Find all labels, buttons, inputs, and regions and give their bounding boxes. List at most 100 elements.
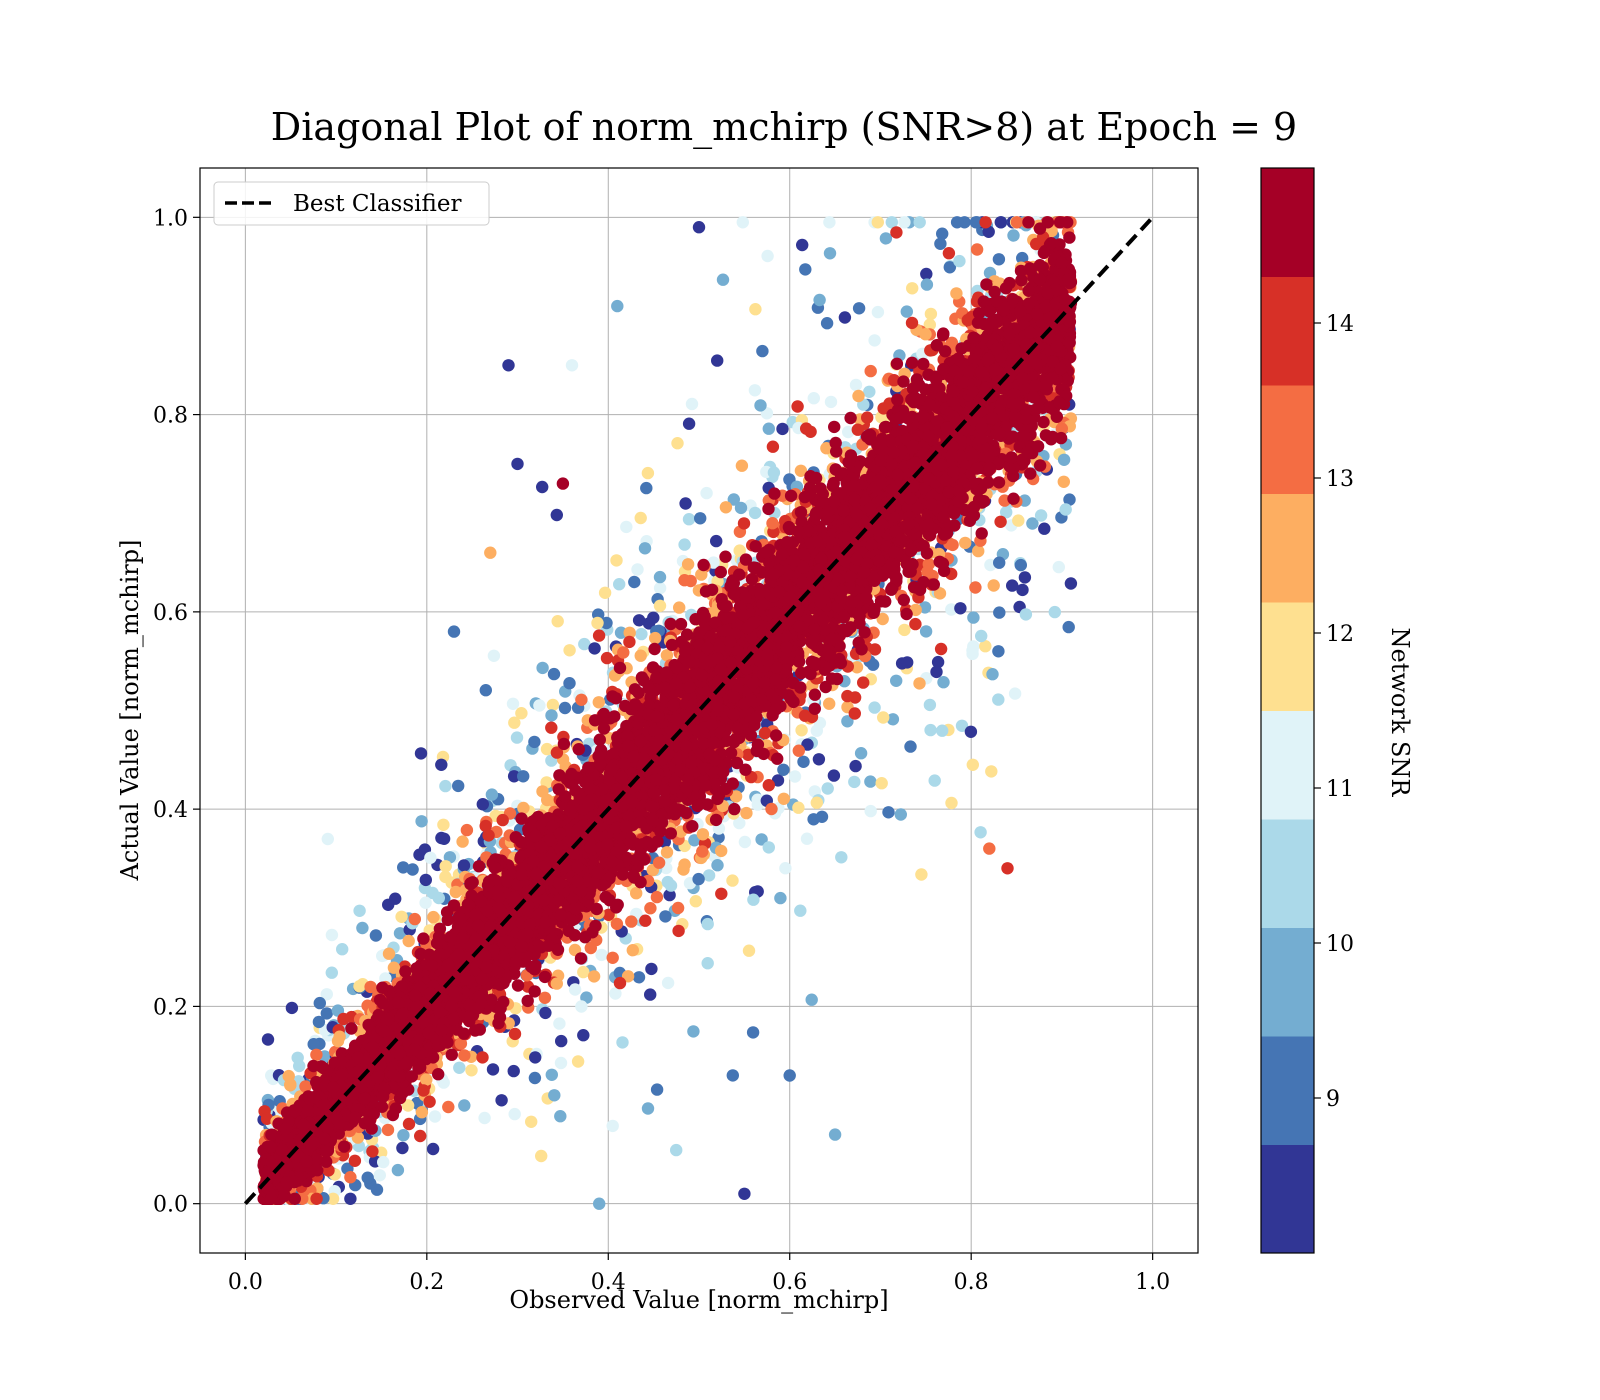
scatter-point	[496, 813, 509, 827]
scatter-point	[361, 1171, 374, 1184]
scatter-point	[600, 616, 613, 630]
scatter-point	[617, 646, 630, 659]
scatter-point	[1026, 517, 1039, 530]
scatter-point	[325, 928, 339, 942]
scatter-point	[644, 902, 657, 915]
scatter-point	[1062, 620, 1075, 634]
scatter-point	[424, 851, 437, 864]
scatter-point	[920, 278, 934, 291]
scatter-point	[1008, 687, 1022, 700]
scatter-point	[476, 798, 489, 811]
scatter-point	[882, 806, 895, 819]
scatter-point	[761, 249, 774, 263]
scatter-point	[508, 1107, 521, 1121]
scatter-point	[620, 520, 633, 534]
scatter-point	[1048, 605, 1062, 619]
scatter-point	[414, 747, 428, 760]
scatter-point	[804, 425, 817, 438]
scatter-point	[1018, 571, 1032, 584]
scatter-point	[423, 1095, 436, 1108]
scatter-point	[396, 1141, 409, 1155]
scatter-point	[634, 649, 647, 662]
scatter-point	[755, 833, 768, 846]
scatter-point	[712, 831, 725, 844]
scatter-point	[1012, 514, 1025, 527]
scatter-point	[592, 696, 605, 709]
scatter-point	[479, 684, 492, 697]
scatter-point	[924, 723, 937, 737]
scatter-point	[934, 237, 947, 250]
scatter-point	[536, 480, 549, 494]
scatter-point	[979, 640, 992, 653]
scatter-point	[942, 247, 956, 260]
scatter-point	[979, 216, 992, 229]
scatter-point	[415, 1106, 429, 1119]
scatter-point	[650, 1083, 664, 1096]
scatter-point	[1016, 583, 1029, 597]
scatter-point	[954, 602, 967, 615]
scatter-point	[868, 701, 881, 714]
scatter-point	[325, 966, 338, 979]
scatter-point	[641, 1102, 655, 1115]
scatter-point	[982, 225, 995, 238]
scatter-point	[950, 216, 964, 229]
scatter-point	[427, 910, 440, 924]
scatter-point	[848, 775, 861, 789]
scatter-point	[659, 910, 672, 923]
scatter-point	[310, 1048, 323, 1062]
scatter-point	[671, 437, 684, 450]
scatter-point	[992, 693, 1005, 706]
scatter-point	[758, 726, 772, 740]
scatter-point	[766, 517, 779, 530]
scatter-point	[331, 1034, 345, 1048]
scatter-point	[936, 227, 949, 240]
scatter-point	[994, 216, 1007, 229]
scatter-point	[934, 642, 948, 656]
scatter-point	[653, 581, 667, 595]
scatter-point	[507, 770, 521, 783]
scatter-point	[901, 656, 914, 669]
scatter-point	[285, 1001, 299, 1015]
scatter-point	[945, 796, 958, 810]
scatter-point	[479, 819, 492, 833]
scatter-point	[453, 1061, 466, 1075]
scatter-point	[598, 586, 612, 599]
scatter-point	[449, 885, 462, 899]
scatter-point	[344, 1171, 357, 1184]
scatter-point	[715, 887, 728, 900]
scatter-point	[748, 384, 762, 397]
scatter-point	[986, 668, 999, 681]
scatter-point	[863, 385, 876, 398]
scatter-point	[563, 644, 576, 657]
scatter-point	[638, 542, 652, 555]
scatter-point	[529, 1051, 542, 1064]
scatter-point	[1059, 503, 1072, 516]
scatter-point	[774, 891, 787, 905]
scatter-point	[950, 287, 963, 300]
scatter-point	[632, 971, 646, 984]
scatter-point	[1014, 558, 1027, 572]
scatter-point	[353, 904, 366, 917]
scatter-point	[694, 512, 707, 525]
scatter-point	[738, 835, 752, 849]
scatter-point	[337, 1012, 350, 1026]
scatter-point	[571, 1055, 585, 1068]
scatter-point	[587, 970, 601, 983]
scatter-point	[967, 611, 980, 624]
scatter-point	[548, 1089, 561, 1102]
scatter-point	[369, 929, 383, 942]
scatter-point	[812, 753, 826, 766]
scatter-point	[661, 976, 675, 990]
scatter-point	[678, 538, 691, 551]
scatter-point	[913, 677, 926, 690]
scatter-point	[642, 617, 656, 630]
scatter-point	[823, 247, 837, 260]
scatter-point	[356, 921, 369, 935]
scatter-point	[528, 1071, 542, 1085]
scatter-point	[551, 615, 564, 628]
scatter-point	[613, 976, 627, 990]
scatter-point	[653, 570, 667, 584]
scatter-point	[563, 677, 576, 690]
scatter-point	[841, 715, 854, 728]
